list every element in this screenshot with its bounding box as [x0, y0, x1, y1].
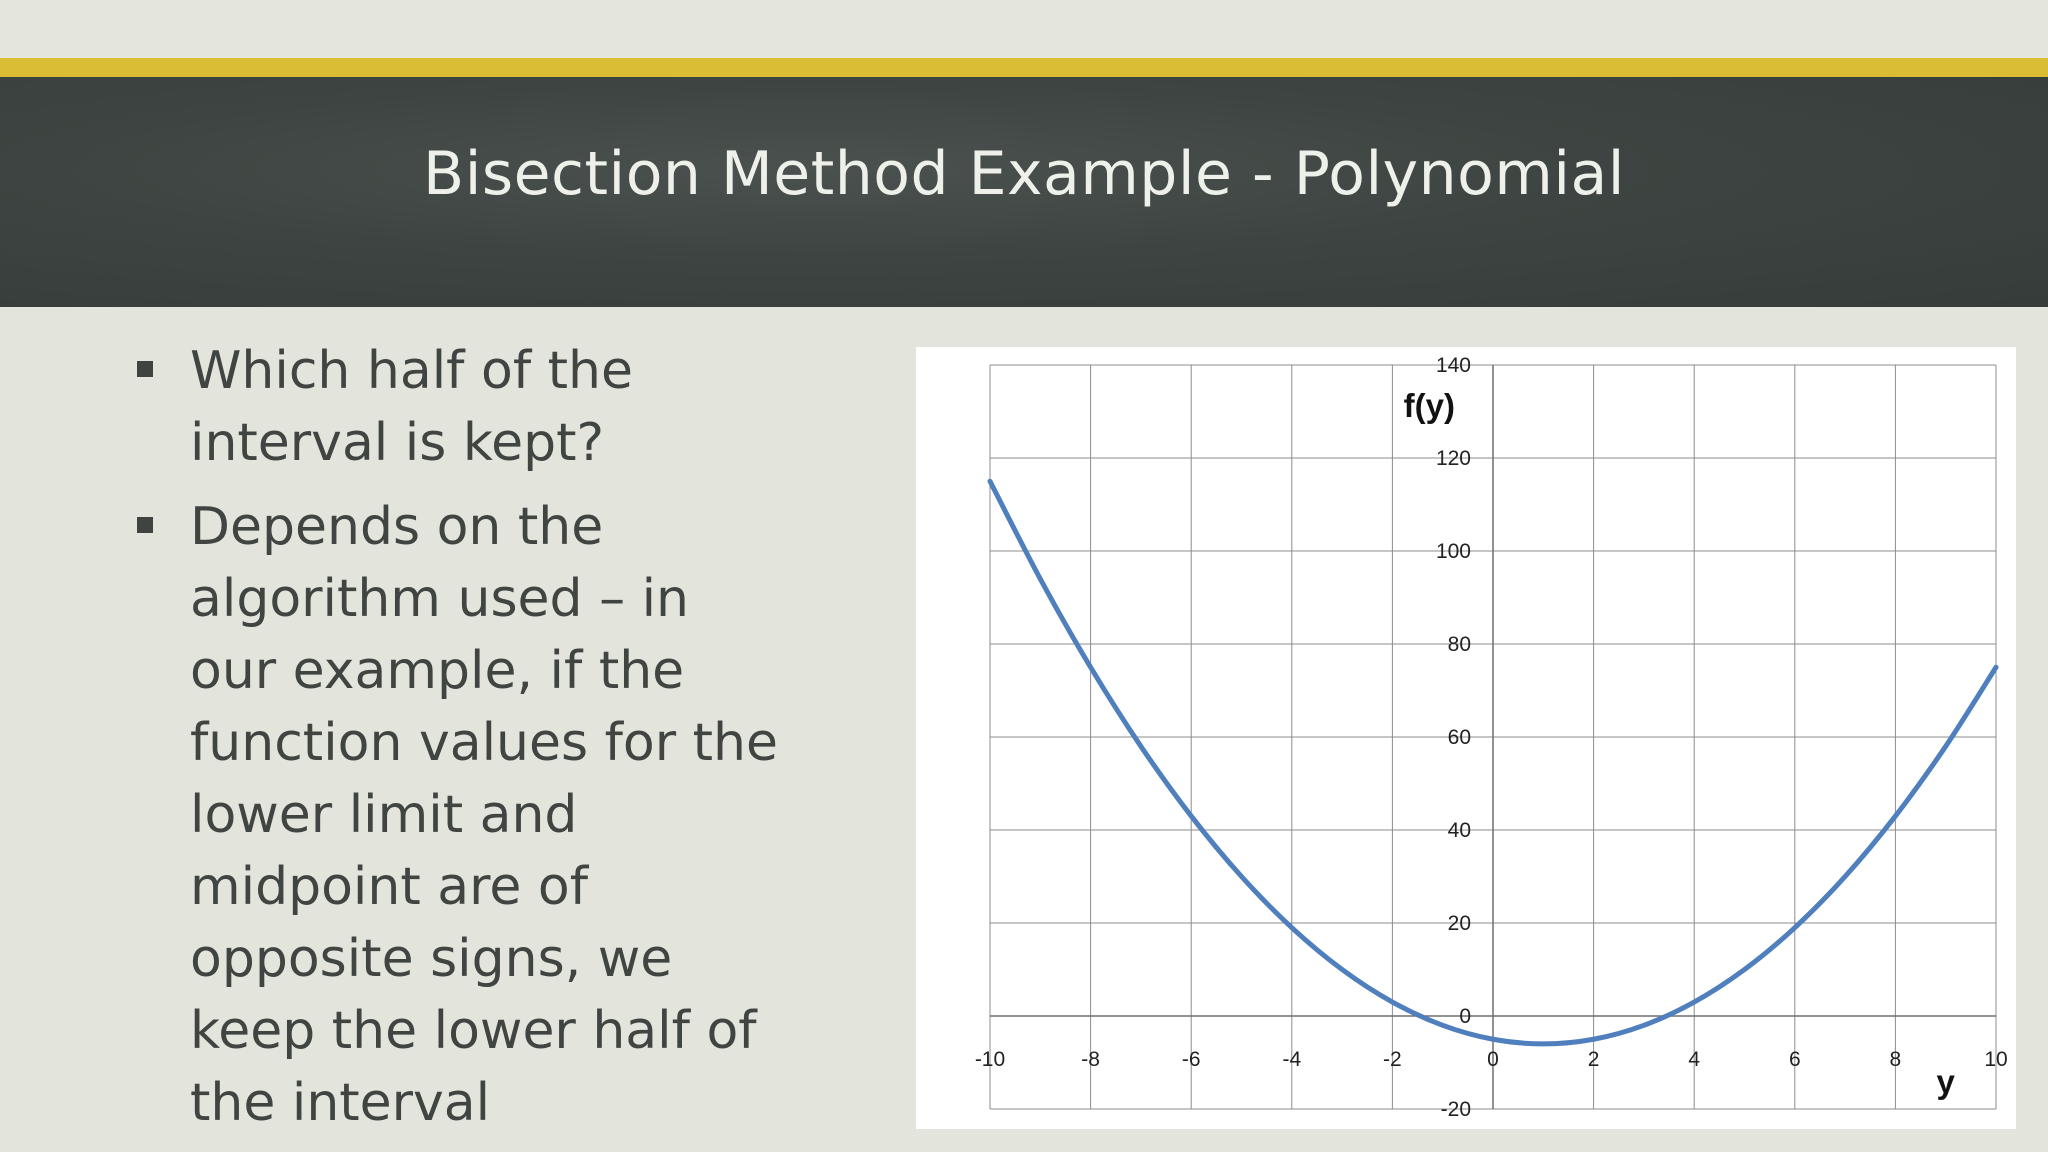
- x-tick-label: 0: [1487, 1048, 1499, 1071]
- slide-title: Bisection Method Example - Polynomial: [423, 139, 1625, 209]
- x-tick-label: 4: [1688, 1048, 1700, 1071]
- square-bullet-icon: [137, 517, 153, 533]
- chart-panel: -10 -8 -6 -4 -2 0 2 4 6 8 10 140 120 100 80 60 40 20 0 -20 …: [916, 347, 2016, 1129]
- x-tick-label: 6: [1789, 1048, 1801, 1071]
- square-bullet-icon: [137, 361, 153, 377]
- x-tick-label: 8: [1890, 1048, 1902, 1071]
- x-tick-label: -4: [1282, 1048, 1301, 1071]
- bullet-item: Depends on the algorithm used – in our e…: [130, 491, 790, 1139]
- y-tick-label: 80: [1448, 633, 1471, 656]
- y-tick-label: 140: [1436, 354, 1471, 377]
- top-strip: [0, 0, 2048, 58]
- y-tick-label: 120: [1436, 447, 1471, 470]
- series-line: [987, 478, 1999, 1047]
- x-tick-label: -2: [1383, 1048, 1402, 1071]
- series-layer: [987, 478, 1999, 1047]
- line-chart: -10 -8 -6 -4 -2 0 2 4 6 8 10140120100806040200-20 …: [975, 354, 2008, 1121]
- bullet-text: Which half of the interval is kept?: [190, 341, 633, 473]
- bullet-item: Which half of the interval is kept?: [130, 335, 790, 479]
- x-tick-label: -10: [975, 1048, 1005, 1071]
- label-layer: f(y) y: [1404, 387, 1956, 1100]
- y-tick-label: 100: [1436, 540, 1471, 563]
- x-axis-label: y: [1937, 1063, 1956, 1100]
- y-tick-label: 40: [1448, 819, 1471, 842]
- title-band: Bisection Method Example - Polynomial: [0, 77, 2048, 307]
- bullet-list: Which half of the interval is kept? Depe…: [130, 335, 790, 1151]
- x-tick-label: 10: [1984, 1048, 2007, 1071]
- x-tick-label: -6: [1182, 1048, 1201, 1071]
- y-tick-label: 20: [1448, 912, 1471, 935]
- y-tick-label: -20: [1441, 1098, 1471, 1121]
- bullet-text: Depends on the algorithm used – in our e…: [190, 497, 778, 1133]
- y-axis-label: f(y): [1404, 387, 1455, 424]
- x-tick-label: 2: [1588, 1048, 1600, 1071]
- y-tick-label: 60: [1448, 726, 1471, 749]
- x-tick-label: -8: [1081, 1048, 1100, 1071]
- grid-layer: [989, 364, 1997, 1110]
- y-tick-label: 0: [1459, 1005, 1471, 1028]
- accent-bar: [0, 58, 2048, 77]
